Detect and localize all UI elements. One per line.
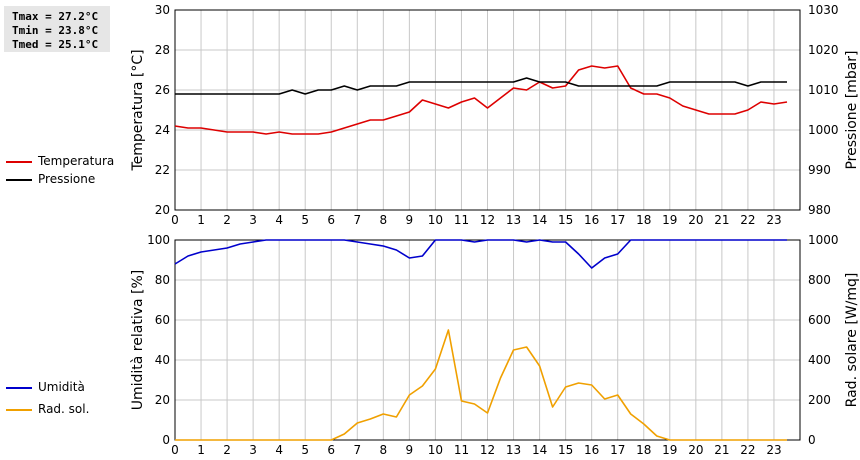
panel2-y2tick-label: 400 [808, 353, 831, 367]
panel2-xtick-label: 3 [249, 443, 257, 457]
panel2-xtick-label: 21 [714, 443, 729, 457]
panel2-xtick-label: 15 [558, 443, 573, 457]
panel2-xtick-label: 0 [171, 443, 179, 457]
panel2-ytick-label: 80 [155, 273, 170, 287]
legend-radsol-swatch [6, 408, 32, 411]
legend-temperatura: Temperatura [6, 154, 114, 168]
panel1-xtick-label: 17 [610, 213, 625, 227]
tmax-text: Tmax = 27.2°C [12, 10, 99, 23]
panel1-y2tick-label: 980 [808, 203, 831, 217]
panel1-xtick-label: 20 [688, 213, 703, 227]
panel2-xtick-label: 6 [327, 443, 335, 457]
panel2-ytick-label: 20 [155, 393, 170, 407]
panel2-xtick-label: 13 [506, 443, 521, 457]
panel2-xtick-label: 14 [532, 443, 547, 457]
panel1-ytick-label: 30 [155, 3, 170, 17]
panel2-xtick-label: 8 [380, 443, 388, 457]
panel1-ytick-label: 28 [155, 43, 170, 57]
panel2-y2tick-label: 800 [808, 273, 831, 287]
panel1-xtick-label: 7 [353, 213, 361, 227]
panel2-ylabel: Umidità relativa [%] [130, 270, 146, 411]
panel2-xtick-label: 4 [275, 443, 283, 457]
panel1-xtick-label: 18 [636, 213, 651, 227]
panel2-xtick-label: 7 [353, 443, 361, 457]
panel1-xtick-label: 4 [275, 213, 283, 227]
panel1-y2tick-label: 1030 [808, 3, 839, 17]
panel2-xtick-label: 5 [301, 443, 309, 457]
panel1-ylabel: Temperatura [°C] [130, 49, 146, 171]
legend-radsol: Rad. sol. [6, 402, 89, 416]
panel1-xtick-label: 0 [171, 213, 179, 227]
tmin-text: Tmin = 23.8°C [12, 24, 99, 37]
legend-temperatura-swatch [6, 160, 32, 163]
panel2-xtick-label: 10 [428, 443, 443, 457]
panel1-xtick-label: 8 [380, 213, 388, 227]
legend-temperatura-label: Temperatura [38, 154, 115, 168]
panel1-xtick-label: 22 [740, 213, 755, 227]
stats-box: Tmax = 27.2°C Tmin = 23.8°C Tmed = 25.1°… [4, 6, 110, 52]
panel2-y2tick-label: 1000 [808, 233, 839, 247]
panel2-xtick-label: 18 [636, 443, 651, 457]
panel2-y2tick-label: 0 [808, 433, 816, 447]
panel1-ytick-label: 26 [155, 83, 170, 97]
panel1-ytick-label: 24 [155, 123, 170, 137]
panel2-rad-sol-line [175, 329, 787, 441]
panel2-xtick-label: 20 [688, 443, 703, 457]
legend-umidita-swatch [6, 386, 32, 389]
panel2-xtick-label: 22 [740, 443, 755, 457]
panel1-xtick-label: 13 [506, 213, 521, 227]
panel1-xtick-label: 3 [249, 213, 257, 227]
panel2-xtick-label: 9 [406, 443, 414, 457]
panel2-y2label: Rad. solare [W/mq] [844, 273, 860, 408]
panel2-xtick-label: 19 [662, 443, 677, 457]
panel2-y2tick-label: 200 [808, 393, 831, 407]
panel1-ytick-label: 20 [155, 203, 170, 217]
panel2-ytick-label: 0 [162, 433, 170, 447]
panel1-y2tick-label: 1000 [808, 123, 839, 137]
panel2-y2tick-label: 600 [808, 313, 831, 327]
legend-pressione-label: Pressione [38, 172, 96, 186]
panel1-xtick-label: 5 [301, 213, 309, 227]
panel2-xtick-label: 16 [584, 443, 599, 457]
legend-pressione-swatch [6, 178, 32, 181]
panel2-ytick-label: 60 [155, 313, 170, 327]
panel1-xtick-label: 15 [558, 213, 573, 227]
panel1-y2tick-label: 1020 [808, 43, 839, 57]
panel1-y2tick-label: 1010 [808, 83, 839, 97]
panel2-xtick-label: 23 [766, 443, 781, 457]
panel2-umidit-line [174, 239, 787, 269]
legend-umidita-label: Umidità [38, 380, 85, 394]
panel1-xtick-label: 19 [662, 213, 677, 227]
panel1-xtick-label: 2 [223, 213, 231, 227]
panel2-xtick-label: 11 [454, 443, 469, 457]
panel2-ytick-label: 100 [147, 233, 170, 247]
legend-pressione: Pressione [6, 172, 95, 186]
panel1-xtick-label: 14 [532, 213, 547, 227]
legend-radsol-label: Rad. sol. [38, 402, 90, 416]
panel1-y2tick-label: 990 [808, 163, 831, 177]
panel1-y2label: Pressione [mbar] [844, 50, 860, 169]
panel2-xtick-label: 17 [610, 443, 625, 457]
panel2-xtick-label: 12 [480, 443, 495, 457]
panel2-xtick-label: 2 [223, 443, 231, 457]
panel1-plot-frame [174, 9, 801, 211]
panel1-xtick-label: 12 [480, 213, 495, 227]
panel1-xtick-label: 10 [428, 213, 443, 227]
panel1-ytick-label: 22 [155, 163, 170, 177]
panel1-xtick-label: 9 [406, 213, 414, 227]
panel1-pressione-line [175, 77, 787, 95]
tmed-text: Tmed = 25.1°C [12, 38, 99, 51]
panel1-xtick-label: 23 [766, 213, 781, 227]
legend-umidita: Umidità [6, 380, 85, 394]
panel1-xtick-label: 6 [327, 213, 335, 227]
panel1-xtick-label: 16 [584, 213, 599, 227]
panel1-xtick-label: 1 [197, 213, 205, 227]
panel2-ytick-label: 40 [155, 353, 170, 367]
panel2-xtick-label: 1 [197, 443, 205, 457]
panel1-xtick-label: 21 [714, 213, 729, 227]
panel1-xtick-label: 11 [454, 213, 469, 227]
panel1-temperatura-line [174, 65, 788, 135]
